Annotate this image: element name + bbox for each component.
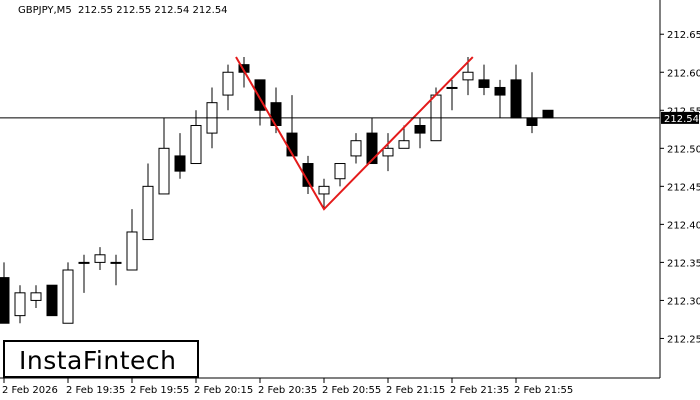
candle [318, 178, 330, 210]
x-tick-label: 2 Feb 21:15 [386, 385, 445, 396]
y-tick-label: 212.35 [667, 258, 700, 269]
x-tick-label: 2 Feb 19:55 [130, 385, 189, 396]
ohlc-label: 212.55 212.55 212.54 212.54 [78, 5, 228, 16]
candle [350, 133, 362, 164]
candle [126, 209, 138, 271]
candle-body-bearish [46, 284, 58, 317]
candle [14, 285, 26, 324]
candle-body-bearish [414, 124, 426, 134]
candle-body-bullish [158, 147, 170, 195]
current-price-layer: 212.54 [0, 111, 699, 125]
candle [174, 133, 186, 179]
candle [398, 125, 410, 149]
y-tick-label: 212.65 [667, 30, 700, 41]
current-price-label: 212.54 [664, 114, 699, 125]
instafintech-logo: InstaFintech [3, 340, 199, 378]
chart-header: GBPJPY,M5 212.55 212.55 212.54 212.54 [18, 5, 228, 16]
candle-body-bullish [142, 185, 154, 241]
candle-body-bearish [302, 163, 314, 187]
candle [446, 79, 458, 111]
candle [478, 64, 490, 96]
candle [334, 163, 346, 187]
candle-body-bullish [126, 231, 138, 271]
candle-body-bullish [446, 86, 458, 89]
candle [158, 117, 170, 195]
candle-body-bullish [382, 147, 394, 157]
candle [366, 117, 378, 165]
candle-body-bearish [542, 109, 554, 119]
candle [414, 117, 426, 149]
candle [110, 254, 122, 286]
x-tick-label: 2 Feb 20:35 [258, 385, 317, 396]
y-tick-label: 212.25 [667, 334, 700, 345]
candle-body-bearish [526, 117, 538, 126]
x-tick-label: 2 Feb 19:35 [66, 385, 125, 396]
y-tick-label: 212.55 [667, 106, 700, 117]
y-tick-label: 212.50 [667, 144, 700, 155]
current-price-badge [661, 111, 699, 124]
candle-body-bullish [190, 124, 202, 165]
pattern-layer [235, 56, 474, 211]
candle-body-bullish [350, 140, 362, 157]
candle [302, 155, 314, 194]
candle-body-bearish [494, 86, 506, 96]
candle [462, 57, 474, 96]
axis-layer [0, 0, 661, 379]
y-tick-label: 212.30 [667, 296, 700, 307]
candle-body-bearish [174, 155, 186, 172]
x-ticks: 2 Feb 2026 2 Feb 19:35 2 Feb 19:55 2 Feb 20… [2, 378, 573, 396]
y-tick-label: 212.40 [667, 220, 700, 231]
double-top-pattern-line [235, 56, 474, 211]
x-tick-label: 2 Feb 20:15 [194, 385, 253, 396]
candle-body-bullish [14, 292, 26, 317]
candle [222, 64, 234, 111]
candle [494, 79, 506, 118]
candle [30, 285, 42, 309]
y-tick-label: 212.45 [667, 182, 700, 193]
candle-body-bullish [462, 71, 474, 81]
candle [46, 284, 58, 317]
candle [0, 262, 10, 324]
candle-body-bullish [222, 71, 234, 96]
symbol-label: GBPJPY,M5 [18, 5, 72, 16]
logo-text: InstaFintech [19, 346, 177, 375]
candle-body-bullish [110, 261, 122, 264]
candle-body-bullish [62, 269, 74, 324]
candle-body-bullish [94, 254, 106, 263]
candle [94, 247, 106, 270]
x-tick-label: 2 Feb 2026 [2, 385, 58, 396]
x-tick-label: 2 Feb 21:55 [514, 385, 573, 396]
y-tick-label: 212.60 [667, 68, 700, 79]
candle-body-bullish [318, 185, 330, 195]
candle [382, 133, 394, 172]
candle-body-bearish [366, 132, 378, 165]
candle-body-bearish [0, 277, 10, 324]
x-tick-label: 2 Feb 20:55 [322, 385, 381, 396]
candle [78, 254, 90, 293]
candle-body-bullish [78, 261, 90, 264]
x-tick-label: 2 Feb 21:35 [450, 385, 509, 396]
candle-body-bullish [334, 163, 346, 180]
candle [542, 109, 554, 119]
candle [62, 262, 74, 324]
candle-body-bearish [510, 79, 522, 119]
candle [190, 110, 202, 165]
candle-body-bullish [30, 292, 42, 301]
candle [142, 163, 154, 241]
y-ticks: 212.65 212.60 212.55 212.50 212.45 212.40 212.… [660, 30, 700, 345]
candle-body-bullish [398, 140, 410, 149]
candle-body-bearish [478, 79, 490, 88]
candle-body-bearish [254, 79, 266, 111]
